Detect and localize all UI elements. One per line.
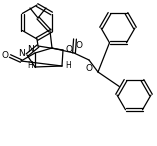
Text: H: H <box>27 60 33 69</box>
Text: H: H <box>65 60 71 69</box>
Text: O: O <box>86 64 92 73</box>
Text: O: O <box>66 45 73 53</box>
Text: O: O <box>76 41 83 50</box>
Text: N: N <box>18 49 25 59</box>
Text: O: O <box>2 52 9 60</box>
Text: N: N <box>27 45 34 53</box>
